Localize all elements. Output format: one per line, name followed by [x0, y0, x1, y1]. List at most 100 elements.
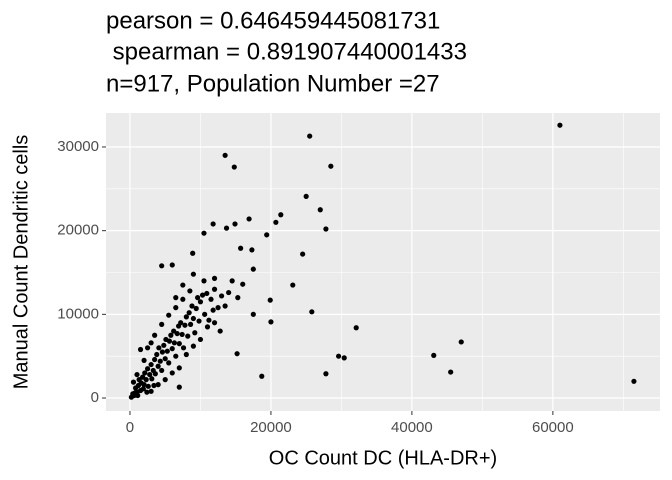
point — [130, 379, 137, 385]
point — [218, 293, 225, 299]
point — [164, 348, 170, 354]
point — [148, 340, 154, 346]
point — [134, 371, 140, 378]
point — [300, 251, 306, 257]
point — [156, 345, 162, 351]
point — [264, 232, 270, 238]
point — [155, 363, 161, 369]
point — [166, 312, 172, 318]
point — [431, 352, 437, 358]
point — [190, 343, 196, 349]
point — [278, 212, 284, 218]
point — [273, 219, 279, 225]
point — [246, 216, 252, 222]
point — [222, 303, 228, 309]
point — [215, 305, 221, 311]
point — [144, 366, 151, 372]
point — [193, 305, 199, 312]
point — [204, 324, 211, 330]
point — [173, 305, 179, 311]
point — [229, 278, 235, 284]
point — [183, 351, 189, 358]
point — [180, 296, 186, 302]
point — [268, 319, 274, 325]
point — [238, 245, 244, 251]
y-tick-label: 0 — [91, 389, 99, 406]
point — [142, 370, 148, 376]
title-line: pearson = 0.646459445081731 — [106, 7, 440, 34]
point — [211, 320, 218, 326]
point — [199, 292, 206, 298]
point — [234, 351, 240, 357]
point — [135, 392, 141, 399]
point — [147, 371, 153, 378]
point — [201, 230, 207, 236]
point — [176, 384, 182, 390]
point — [162, 356, 168, 362]
point — [249, 247, 255, 253]
point — [323, 226, 329, 232]
x-tick-label: 0 — [126, 419, 134, 436]
point — [353, 325, 359, 331]
point — [161, 342, 167, 348]
point — [176, 365, 182, 371]
point — [235, 295, 241, 301]
point — [152, 356, 158, 363]
x-tick-label: 40000 — [391, 419, 433, 436]
point — [173, 353, 179, 359]
point — [211, 275, 218, 281]
point — [232, 221, 238, 227]
point — [189, 303, 195, 309]
point — [144, 389, 150, 395]
point — [240, 281, 246, 287]
point — [217, 328, 223, 334]
point — [196, 318, 202, 324]
point — [267, 297, 273, 303]
title-line: n=917, Population Number =27 — [106, 70, 440, 97]
point — [186, 310, 192, 316]
point — [169, 262, 175, 268]
point — [145, 383, 151, 389]
point — [159, 263, 165, 269]
point — [335, 353, 342, 359]
point — [166, 338, 173, 344]
point — [195, 295, 201, 301]
point — [159, 367, 165, 374]
point — [149, 376, 155, 382]
point — [179, 331, 185, 338]
point — [208, 296, 214, 302]
point — [140, 386, 146, 392]
point — [148, 361, 154, 368]
point — [169, 370, 175, 376]
point — [317, 207, 323, 213]
point — [190, 250, 196, 256]
point — [557, 122, 563, 128]
point — [178, 320, 184, 326]
point — [148, 388, 154, 394]
point — [290, 282, 296, 288]
point — [201, 278, 207, 284]
point — [159, 321, 165, 327]
point — [341, 355, 347, 361]
point — [631, 378, 637, 384]
y-tick-label: 10000 — [57, 305, 99, 322]
point — [171, 340, 177, 346]
point — [204, 290, 210, 297]
point — [211, 286, 218, 292]
point — [155, 382, 161, 388]
x-tick-label: 20000 — [250, 419, 292, 436]
point — [259, 373, 265, 379]
y-tick-label: 20000 — [57, 222, 99, 239]
point — [157, 358, 163, 364]
x-tick-label: 60000 — [532, 419, 574, 436]
point — [323, 371, 329, 377]
point — [141, 382, 147, 388]
point — [137, 346, 144, 353]
point — [210, 307, 216, 313]
point — [231, 164, 237, 170]
point — [154, 351, 160, 358]
point — [328, 163, 334, 169]
point — [174, 330, 180, 337]
point — [202, 311, 208, 317]
